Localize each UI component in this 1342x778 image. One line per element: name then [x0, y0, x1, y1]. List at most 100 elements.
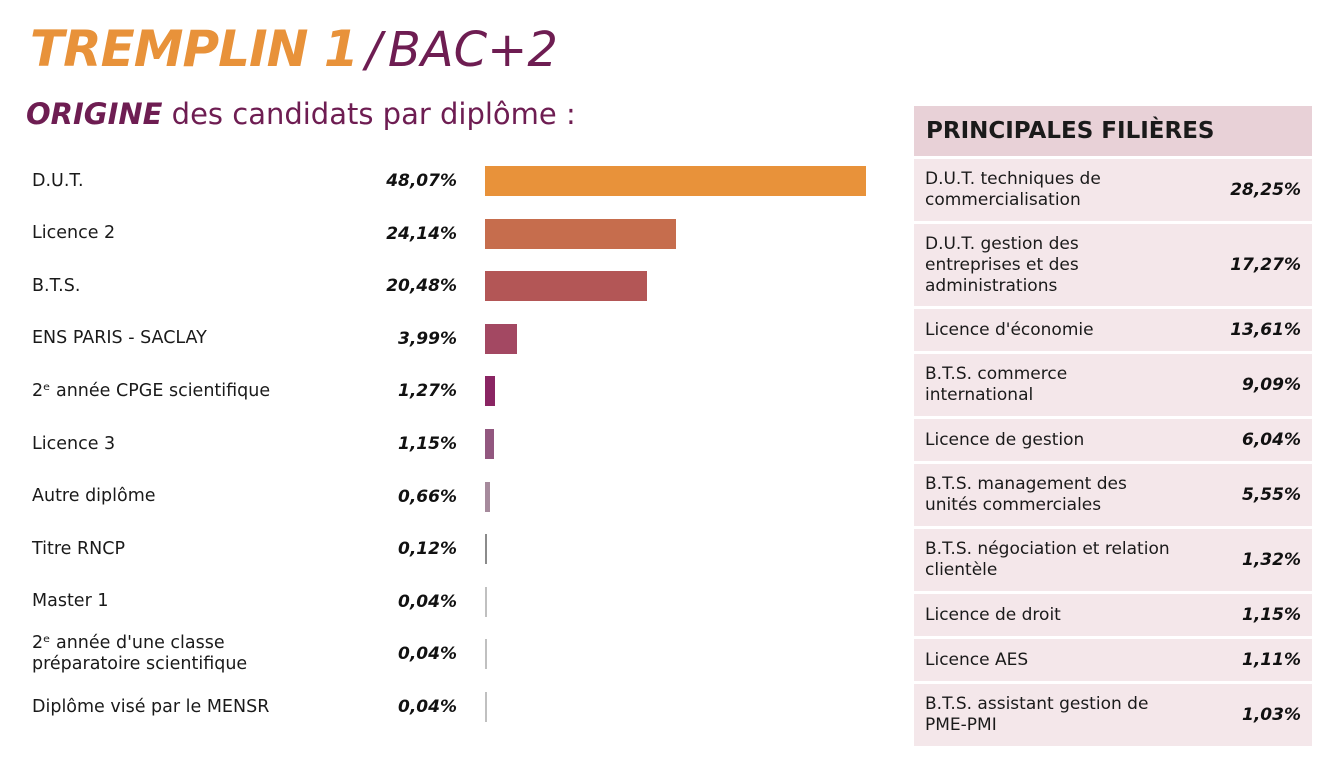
filiere-value: 1,32% — [1242, 550, 1301, 570]
value-label: 0,04% — [398, 697, 457, 717]
filiere-label-text: B.T.S. négociation et relation clientèle — [925, 539, 1170, 580]
chart-row: Diplôme visé par le MENSR 0,04% — [0, 681, 900, 733]
filiere-label-text: Licence AES — [925, 649, 1029, 670]
value-label: 0,04% — [398, 591, 457, 612]
filiere-label: Licence de gestion — [925, 419, 1215, 461]
filiere-value: 1,15% — [1242, 605, 1301, 625]
category-label-text: ENS PARIS - SACLAY — [32, 328, 207, 349]
filiere-value: 13,61% — [1230, 320, 1301, 340]
filiere-row: B.T.S. négociation et relation clientèle… — [914, 529, 1312, 591]
filiere-label: Licence AES — [925, 639, 1215, 681]
chart-row: Licence 3 1,15% — [0, 418, 900, 470]
bar — [485, 586, 487, 617]
filiere-label-text: Licence de droit — [925, 604, 1061, 625]
filiere-label-text: B.T.S. management des unités commerciale… — [925, 474, 1127, 515]
filiere-row: B.T.S. management des unités commerciale… — [914, 464, 1312, 526]
filiere-label: B.T.S. assistant gestion de PME-PMI — [925, 684, 1215, 746]
filiere-row: D.U.T. techniques de commercialisation 28… — [914, 159, 1312, 221]
filiere-row: B.T.S. assistant gestion de PME-PMI 1,03% — [914, 684, 1312, 746]
category-label-text: Autre diplôme — [32, 486, 156, 507]
chart-row: B.T.S. 20,48% — [0, 260, 900, 312]
filiere-row: Licence de gestion 6,04% — [914, 419, 1312, 461]
category-label-text: 2ᵉ année CPGE scientifique — [32, 380, 271, 401]
filiere-value: 1,03% — [1242, 705, 1301, 725]
value-label: 20,48% — [386, 276, 457, 297]
category-label: Licence 2 — [32, 208, 362, 260]
filiere-label: D.U.T. techniques de commercialisation — [925, 159, 1215, 221]
subtitle-strong: ORIGINE — [26, 97, 163, 131]
category-label-text: B.T.S. — [32, 275, 81, 296]
chart-row: 2ᵉ année d'une classe préparatoire scien… — [0, 628, 900, 680]
title-sub: BAC+2 — [387, 22, 558, 78]
category-label-text: Master 1 — [32, 591, 109, 612]
filiere-label-text: Licence d'économie — [925, 319, 1094, 340]
filiere-label-text: Licence de gestion — [925, 429, 1085, 450]
bar — [485, 376, 496, 407]
category-label: B.T.S. — [32, 260, 362, 312]
value-label: 0,12% — [398, 539, 457, 560]
filiere-label: D.U.T. gestion des entreprises et des ad… — [925, 224, 1215, 306]
category-label-text: Licence 3 — [32, 433, 116, 454]
origin-bar-chart: D.U.T. 48,07% Licence 2 24,14% B.T.S. 20,48% E… — [0, 155, 900, 733]
chart-row: Titre RNCP 0,12% — [0, 523, 900, 575]
chart-row: 2ᵉ année CPGE scientifique 1,27% — [0, 365, 900, 417]
filiere-label: B.T.S. commerce international — [925, 354, 1215, 416]
value-label: 48,07% — [386, 171, 457, 191]
filiere-label-text: B.T.S. assistant gestion de PME-PMI — [925, 694, 1149, 735]
bar — [485, 271, 648, 302]
filiere-label: B.T.S. management des unités commerciale… — [925, 464, 1215, 526]
value-label: 0,66% — [398, 486, 457, 507]
principales-filieres-table: PRINCIPALES FILIÈRES D.U.T. techniques d… — [914, 106, 1312, 746]
page-title: TREMPLIN 1/BAC+2 — [30, 14, 558, 84]
bar — [485, 481, 491, 512]
category-label-text: D.U.T. — [32, 170, 84, 191]
bar — [485, 639, 487, 670]
filiere-label-text: D.U.T. gestion des entreprises et des ad… — [925, 233, 1079, 296]
category-label-text: Titre RNCP — [32, 538, 126, 559]
filiere-label-text: D.U.T. techniques de commercialisation — [925, 169, 1101, 210]
filiere-value: 6,04% — [1242, 430, 1301, 450]
category-label: 2ᵉ année CPGE scientifique — [32, 365, 362, 417]
filiere-value: 9,09% — [1242, 375, 1301, 395]
title-main: TREMPLIN 1 — [30, 20, 359, 78]
filieres-header: PRINCIPALES FILIÈRES — [914, 106, 1312, 156]
filiere-label: B.T.S. négociation et relation clientèle — [925, 529, 1215, 591]
filiere-row: Licence de droit 1,15% — [914, 594, 1312, 636]
value-label: 0,04% — [398, 644, 457, 665]
filiere-label: Licence de droit — [925, 594, 1215, 636]
filiere-label-text: B.T.S. commerce international — [925, 364, 1068, 405]
category-label: Master 1 — [32, 576, 362, 628]
category-label: Licence 3 — [32, 418, 362, 470]
bar — [485, 429, 495, 459]
chart-row: Autre diplôme 0,66% — [0, 471, 900, 523]
category-label: D.U.T. — [32, 155, 362, 207]
filiere-row: D.U.T. gestion des entreprises et des ad… — [914, 224, 1312, 306]
chart-row: Master 1 0,04% — [0, 576, 900, 628]
bar — [485, 692, 487, 722]
category-label-text: Licence 2 — [32, 223, 116, 244]
bar — [485, 534, 487, 565]
category-label: Autre diplôme — [32, 471, 362, 523]
filiere-row: B.T.S. commerce international 9,09% — [914, 354, 1312, 416]
category-label: Diplôme visé par le MENSR — [32, 681, 362, 733]
filiere-label: Licence d'économie — [925, 309, 1215, 351]
value-label: 24,14% — [386, 223, 457, 244]
category-label: ENS PARIS - SACLAY — [32, 313, 362, 365]
filiere-value: 17,27% — [1230, 255, 1301, 275]
chart-row: D.U.T. 48,07% — [0, 155, 900, 207]
category-label-text: 2ᵉ année d'une classe préparatoire scien… — [32, 633, 248, 675]
value-label: 3,99% — [398, 328, 457, 349]
title-slash: / — [365, 22, 382, 78]
subtitle-rest: des candidats par diplôme : — [162, 97, 576, 131]
bar — [485, 323, 517, 354]
bar — [485, 166, 866, 196]
category-label: Titre RNCP — [32, 523, 362, 575]
value-label: 1,27% — [398, 381, 457, 402]
filiere-value: 1,11% — [1242, 650, 1301, 670]
category-label-text: Diplôme visé par le MENSR — [32, 696, 270, 717]
filiere-value: 5,55% — [1242, 485, 1301, 505]
bar — [485, 218, 677, 249]
filiere-row: Licence AES 1,11% — [914, 639, 1312, 681]
chart-row: ENS PARIS - SACLAY 3,99% — [0, 313, 900, 365]
filiere-row: Licence d'économie 13,61% — [914, 309, 1312, 351]
